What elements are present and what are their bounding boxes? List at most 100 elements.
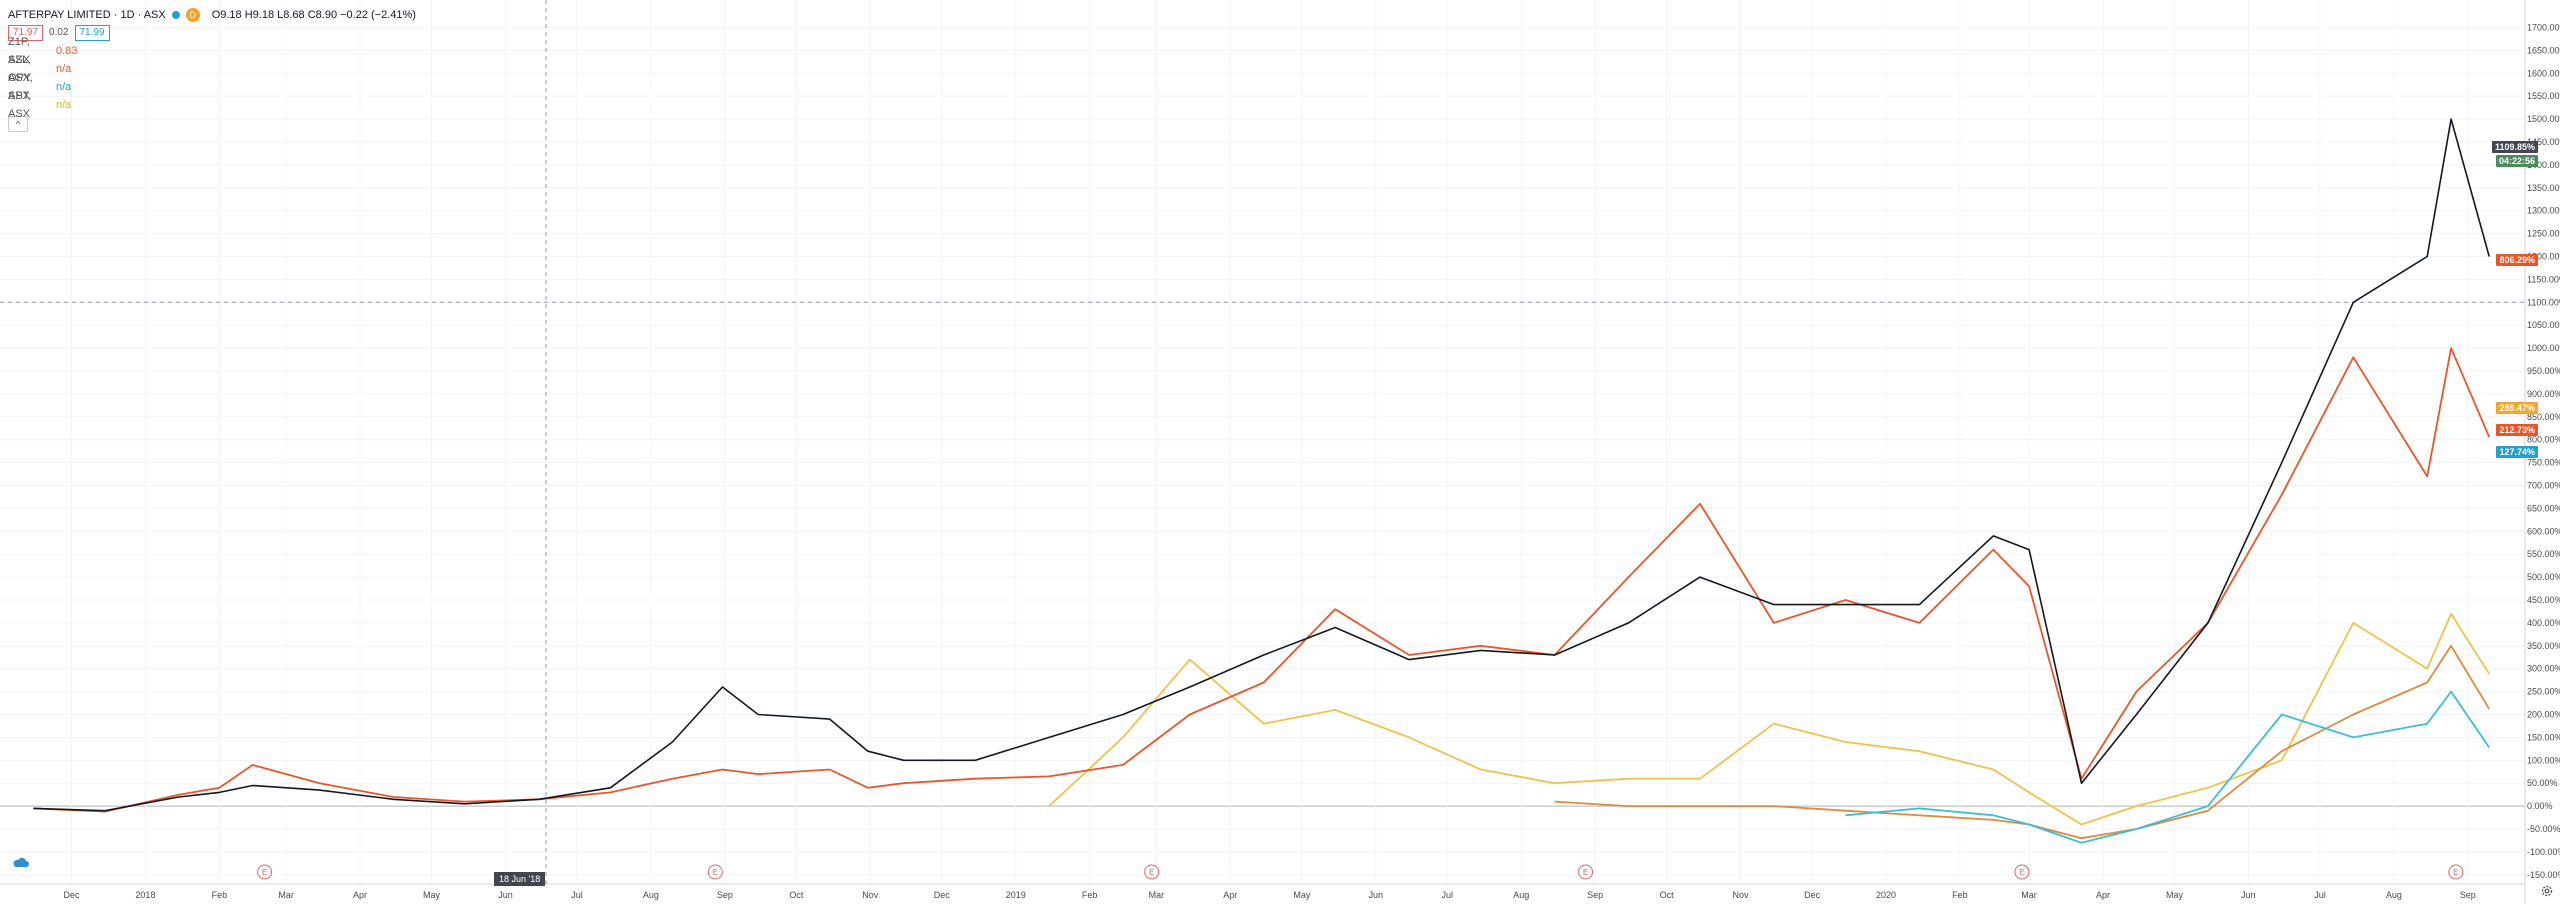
symbol-title[interactable]: AFTERPAY LIMITED · 1D · ASX bbox=[8, 9, 166, 21]
ask-price[interactable]: 71.99 bbox=[74, 25, 110, 41]
x-tick-label: Apr bbox=[1223, 890, 1237, 900]
collapse-legend-button[interactable]: ^ bbox=[8, 116, 28, 132]
x-tick-label: Feb bbox=[1082, 890, 1098, 900]
x-tick-label: 2020 bbox=[1876, 890, 1896, 900]
compare-row-opy[interactable]: OPY, ASX n/a bbox=[8, 72, 416, 102]
y-tick-label: 300.00% bbox=[2527, 664, 2560, 674]
y-tick-label: 1200.00% bbox=[2527, 251, 2560, 261]
x-tick-label: Aug bbox=[643, 890, 659, 900]
earnings-marker bbox=[257, 864, 273, 880]
y-tick-label: 950.00% bbox=[2527, 366, 2560, 376]
x-tick-label: Jun bbox=[1368, 890, 1383, 900]
y-tick-label: 800.00% bbox=[2527, 435, 2560, 445]
earnings-marker-label: E bbox=[1149, 868, 1154, 877]
y-tick-label: 900.00% bbox=[2527, 389, 2560, 399]
status-dot-icon bbox=[171, 11, 180, 19]
x-tick-label: Feb bbox=[1952, 890, 1968, 900]
x-tick-label: May bbox=[423, 890, 441, 900]
earnings-marker bbox=[1578, 864, 1594, 880]
x-tick-label: Nov bbox=[862, 890, 879, 900]
earnings-marker-label: E bbox=[713, 868, 718, 877]
y-tick-label: 650.00% bbox=[2527, 503, 2560, 513]
y-tick-label: 500.00% bbox=[2527, 572, 2560, 582]
x-tick-label: Jun bbox=[2241, 890, 2256, 900]
afterpay-series-line bbox=[33, 118, 2490, 812]
earnings-marker bbox=[2014, 864, 2030, 880]
x-tick-label: Mar bbox=[2021, 890, 2037, 900]
earnings-marker bbox=[2448, 864, 2464, 880]
y-tick-label: -150.00% bbox=[2527, 870, 2560, 880]
y-tick-label: 1600.00% bbox=[2527, 68, 2560, 78]
compare-row-spt[interactable]: SPT, ASX n/a bbox=[8, 90, 416, 120]
bid-price[interactable]: 71.97 bbox=[8, 25, 44, 41]
y-tick-label: 700.00% bbox=[2527, 481, 2560, 491]
y-tick-label: 1250.00% bbox=[2527, 229, 2560, 239]
compare-row-z1p[interactable]: Z1P, ASX 0.83 bbox=[8, 36, 416, 66]
y-tick-label: 1350.00% bbox=[2527, 183, 2560, 193]
szl-price-tag: 212.73% bbox=[2496, 424, 2538, 436]
y-tick-label: 1700.00% bbox=[2527, 22, 2560, 32]
compare-symbol: Z1P, ASX bbox=[8, 36, 31, 66]
y-tick-label: 250.00% bbox=[2527, 687, 2560, 697]
x-tick-label: May bbox=[1293, 890, 1311, 900]
spt-price-tag: 289.47% bbox=[2496, 402, 2538, 414]
compare-value: 0.83 bbox=[56, 45, 78, 57]
x-tick-label: Sep bbox=[2460, 890, 2476, 900]
y-tick-label: 1000.00% bbox=[2527, 343, 2560, 353]
x-tick-label: Jun bbox=[498, 890, 513, 900]
y-tick-label: 350.00% bbox=[2527, 641, 2560, 651]
y-tick-label: 0.00% bbox=[2527, 801, 2553, 811]
earnings-marker-label: E bbox=[2019, 868, 2024, 877]
y-tick-label: 1150.00% bbox=[2527, 274, 2560, 284]
x-tick-label: Mar bbox=[1149, 890, 1165, 900]
compare-symbol: OPY, ASX bbox=[8, 72, 33, 102]
x-tick-label: Nov bbox=[1733, 890, 1750, 900]
y-tick-label: 400.00% bbox=[2527, 618, 2560, 628]
y-tick-label: 1300.00% bbox=[2527, 206, 2560, 216]
x-tick-label: Sep bbox=[717, 890, 733, 900]
spread-value: 0.02 bbox=[49, 27, 69, 38]
y-tick-label: 450.00% bbox=[2527, 595, 2560, 605]
spt-series-line bbox=[1048, 612, 2490, 826]
y-tick-label: -100.00% bbox=[2527, 847, 2560, 857]
x-tick-label: Sep bbox=[1587, 890, 1603, 900]
cloud-icon[interactable] bbox=[12, 856, 30, 868]
x-tick-label: Mar bbox=[278, 890, 294, 900]
opy-series-line bbox=[1845, 690, 2490, 844]
compare-symbol: SZL, ASX bbox=[8, 54, 32, 84]
x-tick-label: Aug bbox=[2386, 890, 2402, 900]
x-tick-label: 2018 bbox=[135, 890, 155, 900]
y-tick-label: 1100.00% bbox=[2527, 297, 2560, 307]
y-tick-label: 200.00% bbox=[2527, 710, 2560, 720]
compare-value: n/a bbox=[56, 99, 72, 111]
y-tick-label: 750.00% bbox=[2527, 458, 2560, 468]
x-tick-label: Aug bbox=[1513, 890, 1529, 900]
compare-value: n/a bbox=[56, 81, 72, 93]
x-tick-label: Oct bbox=[789, 890, 804, 900]
chart-legend: AFTERPAY LIMITED · 1D · ASX D O9.18 H9.1… bbox=[8, 6, 416, 132]
y-tick-label: 600.00% bbox=[2527, 526, 2560, 536]
y-tick-label: 1650.00% bbox=[2527, 45, 2560, 55]
earnings-marker bbox=[707, 864, 723, 880]
compare-value: n/a bbox=[56, 63, 72, 75]
y-tick-label: 550.00% bbox=[2527, 549, 2560, 559]
y-tick-label: 100.00% bbox=[2527, 755, 2560, 765]
earnings-marker-label: E bbox=[262, 868, 267, 877]
z1p-price-tag: 806.29% bbox=[2496, 254, 2538, 266]
y-tick-label: 1500.00% bbox=[2527, 114, 2560, 124]
x-tick-label: Dec bbox=[1804, 890, 1821, 900]
compare-symbol: SPT, ASX bbox=[8, 90, 32, 120]
szl-series-line bbox=[1554, 644, 2490, 840]
compare-row-szl[interactable]: SZL, ASX n/a bbox=[8, 54, 416, 84]
x-tick-label: Feb bbox=[212, 890, 228, 900]
earnings-marker-label: E bbox=[1583, 868, 1588, 877]
y-tick-label: 1450.00% bbox=[2527, 137, 2560, 147]
x-tick-label: Jul bbox=[571, 890, 583, 900]
gear-icon[interactable] bbox=[2540, 884, 2554, 898]
y-tick-label: 1400.00% bbox=[2527, 160, 2560, 170]
y-tick-label: 150.00% bbox=[2527, 732, 2560, 742]
x-tick-label: May bbox=[2166, 890, 2184, 900]
crosshair-date-label: 18 Jun '18 bbox=[494, 872, 546, 886]
x-tick-label: Dec bbox=[934, 890, 951, 900]
